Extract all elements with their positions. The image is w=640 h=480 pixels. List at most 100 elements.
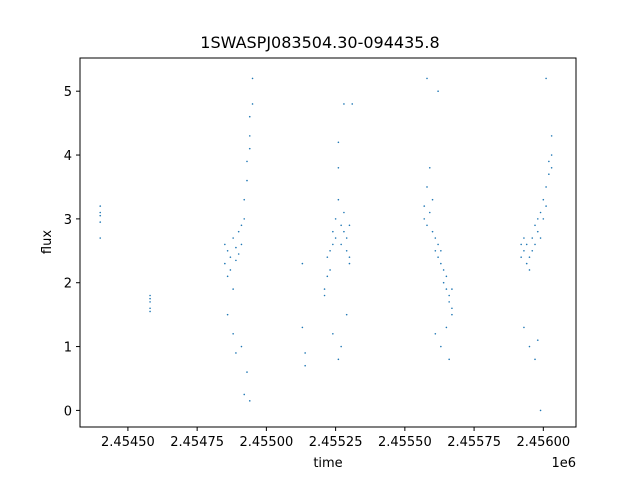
data-point xyxy=(536,339,539,341)
data-point xyxy=(226,275,229,278)
data-point xyxy=(525,262,528,265)
data-point xyxy=(550,167,553,169)
data-point xyxy=(445,288,448,290)
data-point xyxy=(251,103,254,105)
data-point xyxy=(340,345,342,348)
data-point xyxy=(99,237,102,239)
data-point xyxy=(99,214,102,217)
data-point xyxy=(343,211,345,214)
data-point xyxy=(440,345,442,348)
data-point xyxy=(545,77,547,80)
data-point xyxy=(523,249,525,252)
data-point xyxy=(237,253,240,255)
y-tick-label: 2 xyxy=(64,277,72,292)
data-point xyxy=(523,237,525,239)
data-point xyxy=(235,352,237,354)
data-point xyxy=(539,211,542,214)
data-point xyxy=(431,198,434,201)
data-point xyxy=(248,400,251,402)
data-point xyxy=(340,243,342,246)
data-point xyxy=(545,205,547,207)
data-point xyxy=(423,205,426,207)
data-point xyxy=(550,154,553,156)
data-point xyxy=(343,230,345,233)
data-point xyxy=(531,237,534,239)
data-point xyxy=(348,256,351,258)
data-point xyxy=(442,281,445,284)
data-point xyxy=(149,294,151,297)
data-point xyxy=(351,103,354,105)
data-point xyxy=(246,179,248,182)
data-point xyxy=(235,246,237,249)
y-axis-label: flux xyxy=(40,230,55,254)
data-point xyxy=(323,294,326,297)
data-point xyxy=(426,186,428,188)
data-point xyxy=(149,310,151,313)
data-point xyxy=(550,135,553,137)
data-point xyxy=(251,77,254,80)
data-point xyxy=(434,249,437,252)
data-point xyxy=(224,243,226,246)
data-point xyxy=(229,256,232,258)
data-point xyxy=(428,211,431,214)
data-point xyxy=(240,224,243,227)
data-point xyxy=(337,167,340,169)
data-point xyxy=(426,77,428,80)
data-point xyxy=(451,307,453,310)
data-point xyxy=(99,205,102,207)
data-point xyxy=(548,173,550,175)
data-point xyxy=(536,230,539,233)
data-point xyxy=(548,160,550,163)
data-point xyxy=(237,230,240,233)
x-tick-label: 2.45600 xyxy=(516,435,570,450)
data-point xyxy=(534,358,536,361)
data-point xyxy=(534,224,536,227)
data-point xyxy=(243,393,246,396)
chart-title: 1SWASPJ083504.30-094435.8 xyxy=(200,33,439,52)
data-point xyxy=(528,256,531,258)
data-point xyxy=(448,358,450,361)
data-point xyxy=(248,115,251,118)
data-point xyxy=(232,288,234,290)
x-axis-label: time xyxy=(313,456,342,471)
data-point xyxy=(445,275,448,278)
x-axis-ticks: 2.45450 2.45475 2.45500 2.45525 2.45550 2.455… xyxy=(101,427,570,450)
data-point xyxy=(243,218,246,220)
data-point xyxy=(531,249,534,252)
data-point xyxy=(523,326,525,329)
data-point xyxy=(442,269,445,271)
data-point xyxy=(246,371,248,373)
x-tick-label: 2.45500 xyxy=(239,435,293,450)
data-point xyxy=(520,256,522,258)
data-point xyxy=(428,167,431,169)
data-point xyxy=(240,345,243,348)
data-point xyxy=(332,332,334,335)
data-point xyxy=(243,198,246,201)
data-point xyxy=(229,269,232,271)
data-point xyxy=(226,249,229,252)
data-point xyxy=(437,256,439,258)
x-tick-label: 2.45450 xyxy=(101,435,155,450)
data-point xyxy=(226,313,229,316)
data-point xyxy=(431,230,434,233)
data-point xyxy=(345,313,348,316)
data-point xyxy=(149,297,151,300)
data-point xyxy=(149,301,151,303)
x-tick-label: 2.45525 xyxy=(309,435,363,450)
x-tick-label: 2.45550 xyxy=(378,435,432,450)
data-point xyxy=(235,259,237,262)
data-point xyxy=(345,249,348,252)
data-point xyxy=(232,237,234,239)
data-point xyxy=(334,218,337,220)
data-point xyxy=(542,198,545,201)
data-point xyxy=(536,218,539,220)
data-point xyxy=(301,326,304,329)
data-point xyxy=(323,288,326,290)
data-point xyxy=(345,237,348,239)
data-point xyxy=(534,243,536,246)
y-tick-label: 0 xyxy=(64,404,72,419)
data-point xyxy=(437,243,439,246)
data-point xyxy=(248,147,251,150)
data-point xyxy=(434,332,437,335)
data-point xyxy=(337,141,340,144)
